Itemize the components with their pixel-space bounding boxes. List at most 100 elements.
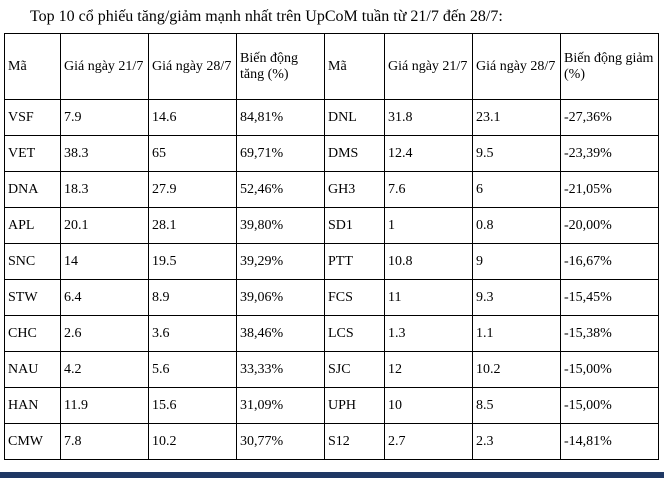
table-cell: 52,46% xyxy=(236,171,325,208)
table-cell: -20,00% xyxy=(560,207,659,244)
table-cell: SNC xyxy=(4,243,61,280)
bottom-bar xyxy=(0,472,664,478)
table-cell: 8.5 xyxy=(472,387,561,424)
table-cell: 23.1 xyxy=(472,99,561,136)
table-cell: -15,00% xyxy=(560,351,659,388)
table-cell: 39,06% xyxy=(236,279,325,316)
table-cell: -21,05% xyxy=(560,171,659,208)
table-cell: 5.6 xyxy=(148,351,237,388)
table-cell: 1.1 xyxy=(472,315,561,352)
table-cell: 6.4 xyxy=(60,279,149,316)
table-row: STW 6.4 8.9 39,06% FCS 11 9.3 -15,45% xyxy=(4,279,659,316)
table-cell: 38.3 xyxy=(60,135,149,172)
table-cell: 14 xyxy=(60,243,149,280)
table-cell: 39,29% xyxy=(236,243,325,280)
table-cell: STW xyxy=(4,279,61,316)
table-header: Mã Giá ngày 21/7 Giá ngày 28/7 Biến động… xyxy=(4,33,659,100)
table-cell: 10.2 xyxy=(148,423,237,460)
table-cell: CHC xyxy=(4,315,61,352)
table-cell: 28.1 xyxy=(148,207,237,244)
table-cell: 4.2 xyxy=(60,351,149,388)
table-row: SNC 14 19.5 39,29% PTT 10.8 9 -16,67% xyxy=(4,243,659,280)
table-cell: 7.8 xyxy=(60,423,149,460)
table-row: APL 20.1 28.1 39,80% SD1 1 0.8 -20,00% xyxy=(4,207,659,244)
table-cell: 9.5 xyxy=(472,135,561,172)
table-row: CMW 7.8 10.2 30,77% S12 2.7 2.3 -14,81% xyxy=(4,423,659,460)
table-cell: DMS xyxy=(324,135,385,172)
table-cell: VET xyxy=(4,135,61,172)
table-cell: APL xyxy=(4,207,61,244)
table-cell: 30,77% xyxy=(236,423,325,460)
table-cell: 2.7 xyxy=(384,423,473,460)
table-cell: -23,39% xyxy=(560,135,659,172)
table-cell: UPH xyxy=(324,387,385,424)
table-cell: 69,71% xyxy=(236,135,325,172)
table-cell: FCS xyxy=(324,279,385,316)
table-cell: 11 xyxy=(384,279,473,316)
table-cell: DNL xyxy=(324,99,385,136)
table-cell: HAN xyxy=(4,387,61,424)
table-cell: NAU xyxy=(4,351,61,388)
table-cell: 7.9 xyxy=(60,99,149,136)
table-row: DNA 18.3 27.9 52,46% GH3 7.6 6 -21,05% xyxy=(4,171,659,208)
table-row: VSF 7.9 14.6 84,81% DNL 31.8 23.1 -27,36… xyxy=(4,99,659,136)
table-cell: 31,09% xyxy=(236,387,325,424)
table-body: VSF 7.9 14.6 84,81% DNL 31.8 23.1 -27,36… xyxy=(4,99,659,460)
header-cell-price-28-7-gain: Giá ngày 28/7 xyxy=(148,33,237,100)
table-cell: 8.9 xyxy=(148,279,237,316)
table-cell: 6 xyxy=(472,171,561,208)
table-cell: 2.6 xyxy=(60,315,149,352)
table-cell: 15.6 xyxy=(148,387,237,424)
table-cell: PTT xyxy=(324,243,385,280)
header-cell-code-gain: Mã xyxy=(4,33,61,100)
table-cell: GH3 xyxy=(324,171,385,208)
header-cell-change-gain: Biến động tăng (%) xyxy=(236,33,325,100)
table-cell: 10.8 xyxy=(384,243,473,280)
table-cell: 38,46% xyxy=(236,315,325,352)
stocks-table: Mã Giá ngày 21/7 Giá ngày 28/7 Biến động… xyxy=(4,33,659,460)
table-row: CHC 2.6 3.6 38,46% LCS 1.3 1.1 -15,38% xyxy=(4,315,659,352)
table-cell: 31.8 xyxy=(384,99,473,136)
table-cell: 9 xyxy=(472,243,561,280)
table-cell: 18.3 xyxy=(60,171,149,208)
page-title: Top 10 cổ phiếu tăng/giảm mạnh nhất trên… xyxy=(30,8,503,25)
table-cell: 12 xyxy=(384,351,473,388)
header-cell-code-loss: Mã xyxy=(324,33,385,100)
table-cell: 27.9 xyxy=(148,171,237,208)
header-cell-price-21-7-loss: Giá ngày 21/7 xyxy=(384,33,473,100)
table-cell: DNA xyxy=(4,171,61,208)
table-cell: 33,33% xyxy=(236,351,325,388)
table-cell: 3.6 xyxy=(148,315,237,352)
table-cell: SJC xyxy=(324,351,385,388)
table-cell: 7.6 xyxy=(384,171,473,208)
table-cell: 20.1 xyxy=(60,207,149,244)
table-cell: 11.9 xyxy=(60,387,149,424)
table-cell: 14.6 xyxy=(148,99,237,136)
table-cell: 39,80% xyxy=(236,207,325,244)
table-cell: 9.3 xyxy=(472,279,561,316)
table-cell: -15,45% xyxy=(560,279,659,316)
table-row: HAN 11.9 15.6 31,09% UPH 10 8.5 -15,00% xyxy=(4,387,659,424)
table-cell: 1.3 xyxy=(384,315,473,352)
table-cell: -15,00% xyxy=(560,387,659,424)
table-cell: -14,81% xyxy=(560,423,659,460)
table-cell: 84,81% xyxy=(236,99,325,136)
table-cell: SD1 xyxy=(324,207,385,244)
header-cell-change-loss: Biến động giảm (%) xyxy=(560,33,659,100)
table-cell: VSF xyxy=(4,99,61,136)
table-cell: CMW xyxy=(4,423,61,460)
table-cell: S12 xyxy=(324,423,385,460)
table-cell: -15,38% xyxy=(560,315,659,352)
header-cell-price-21-7-gain: Giá ngày 21/7 xyxy=(60,33,149,100)
table-cell: 10.2 xyxy=(472,351,561,388)
table-cell: 1 xyxy=(384,207,473,244)
table-cell: 12.4 xyxy=(384,135,473,172)
header-row: Mã Giá ngày 21/7 Giá ngày 28/7 Biến động… xyxy=(4,33,659,100)
table-row: NAU 4.2 5.6 33,33% SJC 12 10.2 -15,00% xyxy=(4,351,659,388)
table-cell: 10 xyxy=(384,387,473,424)
table-cell: 65 xyxy=(148,135,237,172)
table-cell: -16,67% xyxy=(560,243,659,280)
table-cell: 19.5 xyxy=(148,243,237,280)
table-row: VET 38.3 65 69,71% DMS 12.4 9.5 -23,39% xyxy=(4,135,659,172)
table-cell: 0.8 xyxy=(472,207,561,244)
